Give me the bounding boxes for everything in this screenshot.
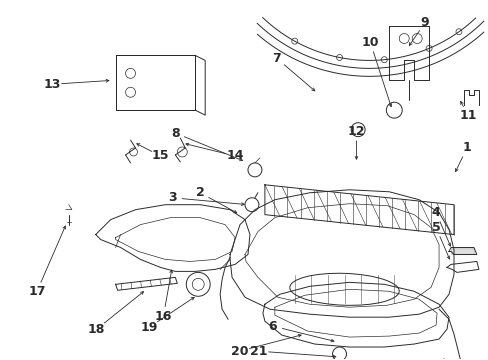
Text: 18: 18	[88, 323, 105, 336]
Text: 14: 14	[226, 149, 244, 162]
Text: 2: 2	[195, 186, 204, 199]
Text: 16: 16	[154, 310, 172, 323]
Text: 15: 15	[151, 149, 169, 162]
Text: 10: 10	[361, 36, 378, 49]
Text: 9: 9	[420, 16, 428, 29]
Text: 21: 21	[250, 345, 267, 357]
Text: 1: 1	[462, 141, 470, 154]
Text: 7: 7	[272, 52, 281, 65]
Bar	[115, 55, 195, 110]
Text: 13: 13	[43, 78, 61, 91]
Text: 20: 20	[231, 345, 248, 357]
Text: 8: 8	[171, 127, 179, 140]
Text: 5: 5	[431, 221, 440, 234]
Text: 4: 4	[431, 206, 440, 219]
Text: 6: 6	[268, 320, 277, 333]
Text: 3: 3	[168, 191, 176, 204]
Text: 12: 12	[347, 125, 365, 138]
Text: 11: 11	[458, 109, 476, 122]
Text: 19: 19	[141, 321, 158, 334]
Text: 17: 17	[28, 285, 46, 298]
